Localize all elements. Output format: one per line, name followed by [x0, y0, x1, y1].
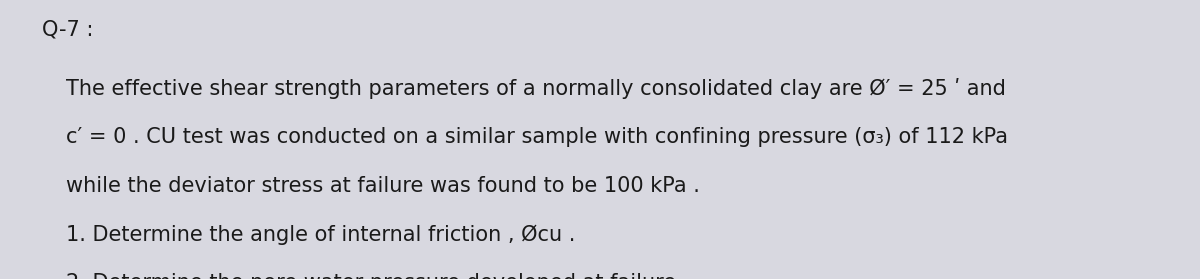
- Text: 2. Determine the pore water pressure developed at failure .: 2. Determine the pore water pressure dev…: [66, 273, 689, 279]
- Text: Q-7 :: Q-7 :: [42, 20, 94, 40]
- Text: The effective shear strength parameters of a normally consolidated clay are Ø′ =: The effective shear strength parameters …: [66, 78, 1006, 99]
- Text: 1. Determine the angle of internal friction , Øcu .: 1. Determine the angle of internal frict…: [66, 225, 575, 245]
- Text: while the deviator stress at failure was found to be 100 kPa .: while the deviator stress at failure was…: [66, 176, 700, 196]
- Text: c′ = 0 . CU test was conducted on a similar sample with confining pressure (σ₃) : c′ = 0 . CU test was conducted on a simi…: [66, 127, 1008, 147]
